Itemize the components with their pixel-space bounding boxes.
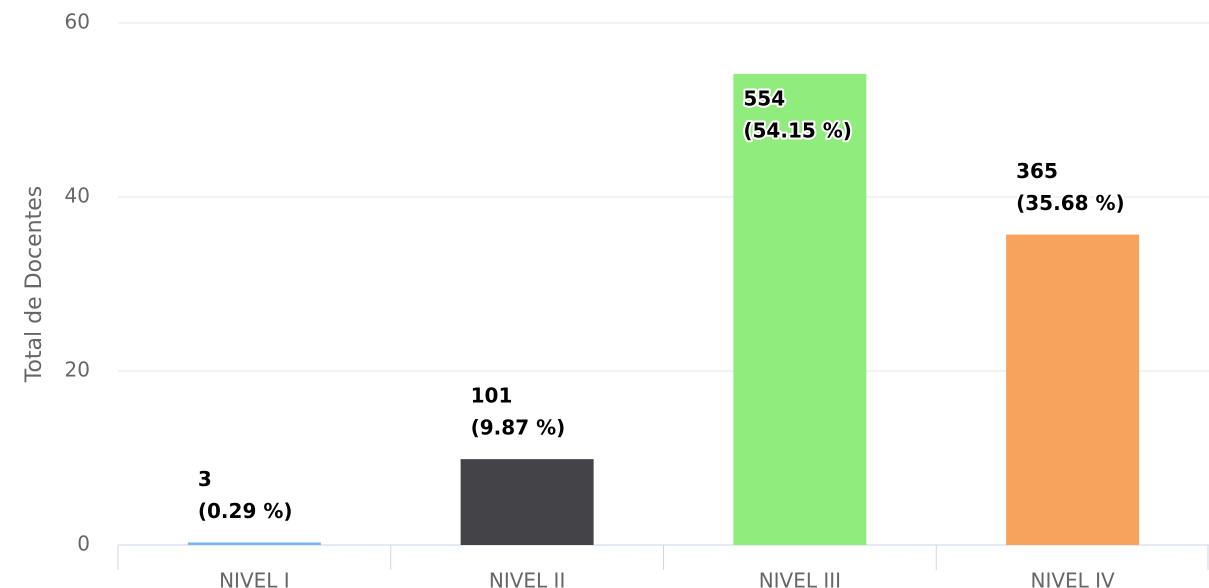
data-label-count: 3: [198, 467, 212, 491]
x-tick-label: NIVEL II: [489, 569, 565, 588]
x-tick-label: NIVEL III: [759, 569, 841, 588]
bar: [187, 542, 321, 545]
data-label-percent: (0.29 %): [198, 499, 293, 523]
x-tick-label: NIVEL IV: [1030, 569, 1115, 588]
data-label-count: 365: [1016, 159, 1058, 183]
data-label-count: 101: [471, 384, 513, 408]
y-tick-label: 0: [77, 532, 90, 556]
data-label-count: 554: [743, 86, 785, 110]
y-tick-label: 20: [65, 358, 90, 382]
data-label-percent: (35.68 %): [1016, 191, 1125, 215]
data-label-percent: (54.15 %): [743, 118, 852, 142]
bar: [733, 73, 867, 546]
y-axis-label: Total de Docentes: [22, 186, 47, 383]
bar: [1006, 234, 1140, 546]
data-label-percent: (9.87 %): [471, 416, 566, 440]
y-tick-label: 60: [65, 10, 90, 34]
y-tick-label: 40: [65, 184, 90, 208]
bar: [460, 459, 594, 545]
x-tick-label: NIVEL I: [219, 569, 290, 588]
